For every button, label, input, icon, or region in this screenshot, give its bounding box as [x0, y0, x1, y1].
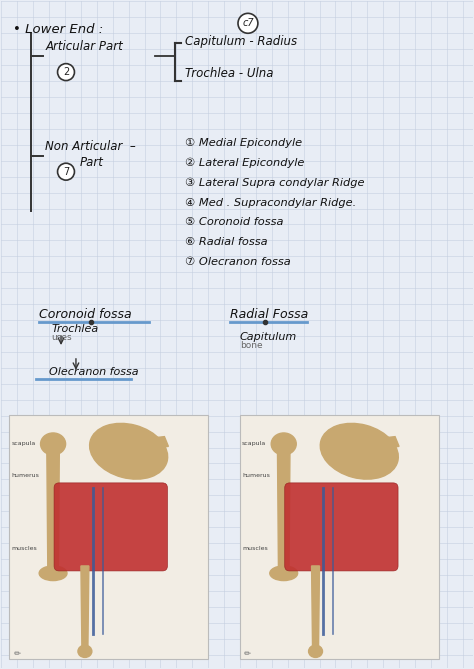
Text: c7: c7	[242, 18, 254, 28]
Bar	[240, 415, 439, 659]
Ellipse shape	[271, 433, 296, 455]
Text: Radial Fossa: Radial Fossa	[230, 308, 308, 321]
Text: ✏: ✏	[244, 648, 251, 657]
Text: Capitulum: Capitulum	[240, 332, 297, 342]
Text: ① Medial Epicondyle: ① Medial Epicondyle	[185, 138, 302, 148]
Polygon shape	[329, 437, 399, 454]
Ellipse shape	[78, 645, 92, 658]
Text: Coronoid fossa: Coronoid fossa	[39, 308, 132, 321]
Text: 2: 2	[63, 67, 69, 77]
Ellipse shape	[41, 433, 65, 455]
Bar	[9, 415, 208, 659]
Text: scapula: scapula	[11, 442, 36, 446]
Text: bone: bone	[240, 341, 263, 350]
Text: muscles: muscles	[11, 547, 37, 551]
Ellipse shape	[90, 423, 168, 479]
Polygon shape	[81, 566, 89, 649]
Text: Non Articular  –: Non Articular –	[45, 140, 136, 153]
Text: humerus: humerus	[11, 473, 39, 478]
Text: ⑥ Radial fossa: ⑥ Radial fossa	[185, 237, 268, 248]
Text: Capitulum - Radius: Capitulum - Radius	[185, 35, 297, 48]
Text: ② Lateral Epicondyle: ② Lateral Epicondyle	[185, 157, 305, 168]
Text: ④ Med . Supracondylar Ridge.: ④ Med . Supracondylar Ridge.	[185, 197, 356, 207]
Circle shape	[57, 64, 74, 80]
Text: ⑦ Olecranon fossa: ⑦ Olecranon fossa	[185, 258, 291, 268]
Polygon shape	[311, 566, 319, 649]
Ellipse shape	[270, 566, 298, 581]
Text: Trochlea - Ulna: Trochlea - Ulna	[185, 67, 274, 80]
Text: Part: Part	[80, 156, 104, 169]
FancyBboxPatch shape	[54, 483, 167, 571]
Ellipse shape	[320, 423, 398, 479]
Text: • Lower End :: • Lower End :	[13, 23, 103, 36]
Text: uses: uses	[51, 333, 72, 342]
Text: ✏: ✏	[13, 648, 20, 657]
Text: muscles: muscles	[242, 547, 268, 551]
Polygon shape	[277, 449, 290, 569]
Circle shape	[238, 13, 258, 33]
Circle shape	[57, 163, 74, 180]
Text: ③ Lateral Supra condylar Ridge: ③ Lateral Supra condylar Ridge	[185, 177, 365, 187]
FancyBboxPatch shape	[285, 483, 398, 571]
Text: 7: 7	[63, 167, 69, 177]
Text: Olecranon fossa: Olecranon fossa	[49, 367, 139, 377]
Text: Articular Part: Articular Part	[45, 40, 123, 53]
Polygon shape	[99, 437, 168, 454]
Text: ⑤ Coronoid fossa: ⑤ Coronoid fossa	[185, 217, 284, 227]
Text: scapula: scapula	[242, 442, 266, 446]
Ellipse shape	[39, 566, 67, 581]
Text: humerus: humerus	[242, 473, 270, 478]
Polygon shape	[47, 449, 59, 569]
Ellipse shape	[309, 645, 322, 658]
Text: Trochlea: Trochlea	[51, 324, 98, 334]
